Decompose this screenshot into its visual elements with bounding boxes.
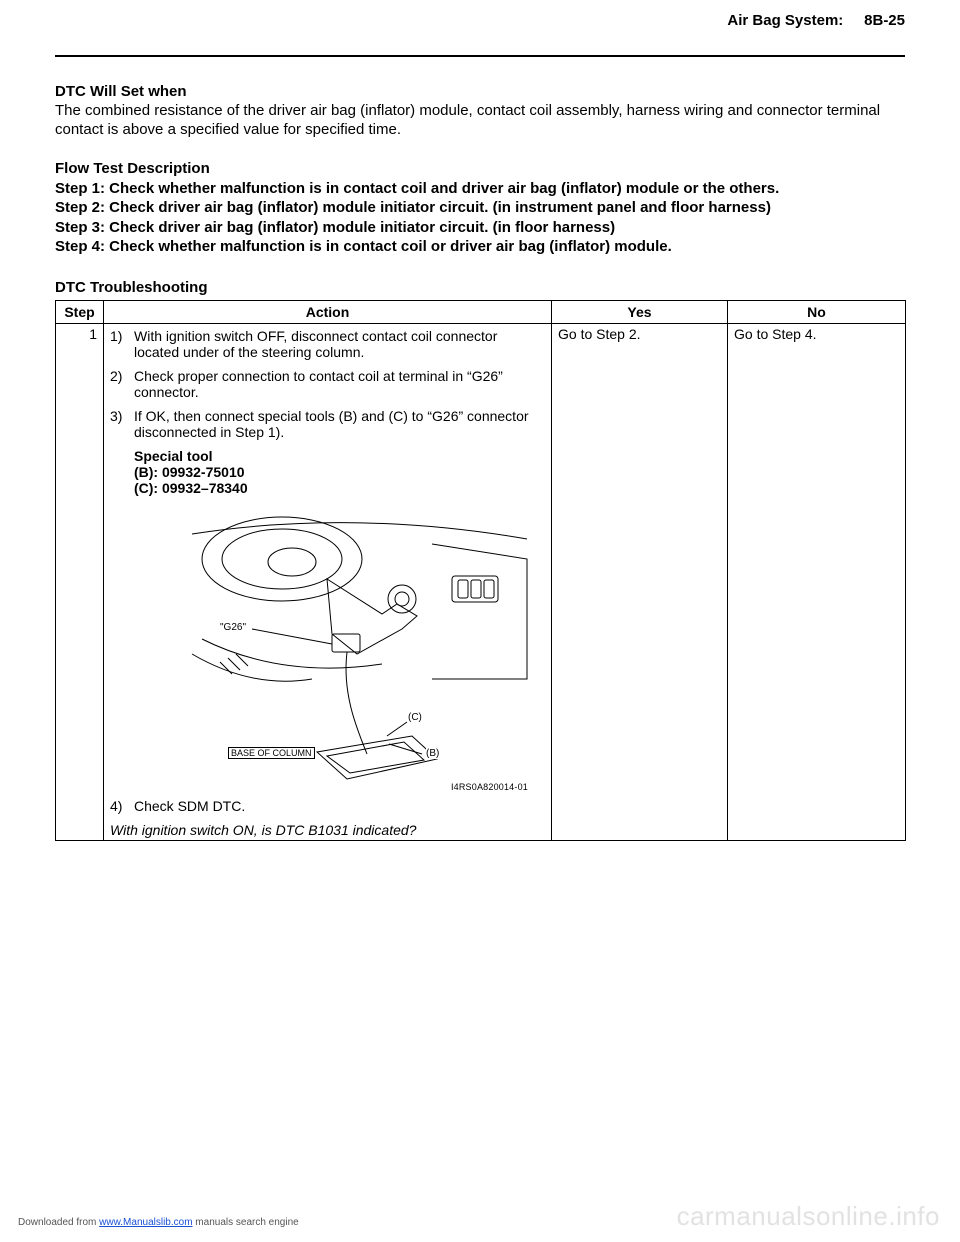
flow-step: Step 4: Check whether malfunction is in … bbox=[55, 237, 905, 257]
table-header-row: Step Action Yes No bbox=[56, 300, 906, 323]
item-text: Check SDM DTC. bbox=[134, 798, 545, 814]
col-step: Step bbox=[56, 300, 104, 323]
list-item: 3) If OK, then connect special tools (B)… bbox=[110, 408, 545, 440]
item-text: Check proper connection to contact coil … bbox=[134, 368, 545, 400]
list-item: 4) Check SDM DTC. bbox=[110, 798, 545, 814]
flow-step: Step 3: Check driver air bag (inflator) … bbox=[55, 218, 905, 238]
special-tool-title: Special tool bbox=[134, 448, 545, 464]
cell-no: Go to Step 4. bbox=[728, 323, 906, 840]
dtc-set-text: The combined resistance of the driver ai… bbox=[55, 102, 905, 140]
table-row: 1 1) With ignition switch OFF, disconnec… bbox=[56, 323, 906, 840]
cell-step: 1 bbox=[56, 323, 104, 840]
footer-link[interactable]: www.Manualslib.com bbox=[99, 1217, 192, 1228]
col-no: No bbox=[728, 300, 906, 323]
item-num: 3) bbox=[110, 408, 134, 440]
flow-title: Flow Test Description bbox=[55, 160, 905, 177]
cell-action: 1) With ignition switch OFF, disconnect … bbox=[104, 323, 552, 840]
footer-pre: Downloaded from bbox=[18, 1217, 99, 1228]
col-yes: Yes bbox=[552, 300, 728, 323]
figure-label-g26: "G26" bbox=[220, 622, 246, 633]
header-page: 8B-25 bbox=[864, 12, 905, 29]
row-question: With ignition switch ON, is DTC B1031 in… bbox=[110, 822, 545, 838]
col-action: Action bbox=[104, 300, 552, 323]
item-text: With ignition switch OFF, disconnect con… bbox=[134, 328, 545, 360]
header-section: Air Bag System: bbox=[727, 12, 843, 29]
cell-yes: Go to Step 2. bbox=[552, 323, 728, 840]
header-rule bbox=[55, 55, 905, 57]
footer: Downloaded from www.Manualslib.com manua… bbox=[18, 1217, 299, 1228]
special-tool-b: (B): 09932-75010 bbox=[134, 464, 545, 480]
item-text: If OK, then connect special tools (B) an… bbox=[134, 408, 545, 440]
figure-label-base: BASE OF COLUMN bbox=[228, 747, 315, 759]
special-tool-c: (C): 09932–78340 bbox=[134, 480, 545, 496]
item-num: 2) bbox=[110, 368, 134, 400]
figure: "G26" BASE OF COLUMN (C) (B) I4RS0A82001… bbox=[132, 504, 532, 794]
list-item: 2) Check proper connection to contact co… bbox=[110, 368, 545, 400]
watermark: carmanualsonline.info bbox=[677, 1201, 940, 1232]
table-title: DTC Troubleshooting bbox=[55, 279, 905, 296]
flow-step: Step 2: Check driver air bag (inflator) … bbox=[55, 198, 905, 218]
figure-label-b: (B) bbox=[426, 748, 439, 759]
troubleshooting-table: Step Action Yes No 1 1) With ignition sw… bbox=[55, 300, 906, 841]
item-num: 1) bbox=[110, 328, 134, 360]
flow-step: Step 1: Check whether malfunction is in … bbox=[55, 179, 905, 199]
figure-label-c: (C) bbox=[408, 712, 422, 723]
dtc-set-title: DTC Will Set when bbox=[55, 83, 905, 100]
item-num: 4) bbox=[110, 798, 134, 814]
list-item: 1) With ignition switch OFF, disconnect … bbox=[110, 328, 545, 360]
footer-post: manuals search engine bbox=[193, 1217, 299, 1228]
figure-code: I4RS0A820014-01 bbox=[451, 782, 528, 792]
